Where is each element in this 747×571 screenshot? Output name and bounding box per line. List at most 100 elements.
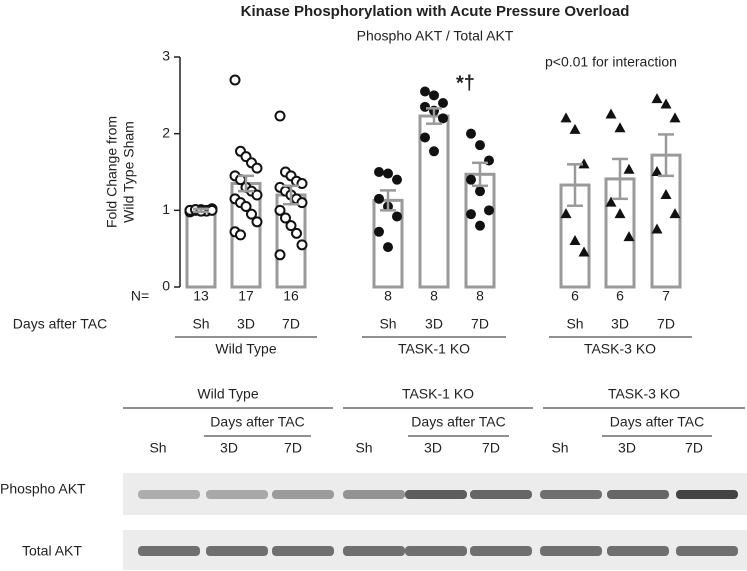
blot-lane-label: 3D [618, 440, 636, 456]
data-point [296, 239, 308, 251]
x-tick-label: 7D [471, 316, 489, 332]
band [470, 546, 532, 556]
blot-lane-label: 7D [685, 440, 703, 456]
data-point [383, 242, 393, 253]
y-axis-label: Fold Change from [104, 116, 120, 228]
group-label: TASK-1 KO [398, 341, 470, 357]
data-point [651, 166, 663, 176]
error-bar [472, 161, 488, 188]
band [206, 546, 268, 556]
data-point [251, 162, 263, 174]
band [540, 546, 602, 556]
x-tick-label: 7D [657, 316, 675, 332]
blot-group-label: TASK-3 KO [608, 386, 680, 402]
bar [650, 153, 682, 289]
blot-subheader: Days after TAC [411, 414, 505, 430]
data-point [296, 197, 308, 209]
band [272, 546, 334, 556]
data-point [569, 235, 581, 245]
data-point [285, 220, 297, 232]
data-point [660, 189, 672, 199]
band [607, 546, 669, 556]
blot-group-label: Wild Type [197, 386, 258, 402]
data-point [229, 74, 241, 86]
data-point [235, 229, 246, 241]
error-bar [567, 163, 583, 207]
band [607, 490, 669, 499]
blot-lane-label: Sh [149, 440, 166, 456]
data-point [560, 112, 572, 123]
data-point [274, 249, 286, 261]
band [343, 546, 405, 556]
y-tick-label: 0 [162, 278, 170, 294]
data-point [466, 174, 476, 185]
data-point [605, 108, 617, 119]
data-point [429, 90, 439, 101]
data-point [296, 178, 308, 189]
data-point [560, 208, 572, 219]
band [405, 490, 467, 499]
blot-row-label: Total AKT [22, 543, 82, 559]
data-point [569, 123, 581, 134]
band [540, 490, 602, 499]
band [343, 490, 405, 499]
data-point [291, 227, 302, 239]
blot-lane-label: Sh [551, 440, 568, 456]
band [405, 546, 467, 556]
data-point [392, 211, 402, 222]
bar [185, 208, 217, 289]
band [138, 546, 200, 556]
blot-lane-label: 7D [284, 440, 302, 456]
data-point [420, 132, 430, 143]
data-point [240, 201, 252, 212]
data-point [438, 98, 448, 108]
data-point [475, 186, 485, 197]
n-value: 13 [193, 288, 209, 304]
n-label: N= [131, 288, 149, 304]
data-point [420, 101, 430, 112]
chart-subtitle: Phospho AKT / Total AKT [357, 28, 514, 44]
blot-bands [138, 490, 738, 556]
blot-subheader: Days after TAC [210, 414, 304, 430]
x-tick-label: 3D [425, 316, 443, 332]
data-point [614, 122, 626, 133]
band [470, 490, 532, 499]
x-tick-label: 3D [611, 316, 629, 332]
data-point [466, 209, 476, 220]
n-value: 8 [476, 288, 484, 304]
data-point [651, 223, 663, 234]
data-point [605, 196, 617, 207]
data-point [475, 220, 485, 231]
x-tick-label: Sh [379, 316, 396, 332]
n-value: 16 [283, 288, 299, 304]
data-point [383, 168, 393, 179]
x-tick-label: Sh [566, 316, 583, 332]
band [206, 490, 268, 499]
blot-lane-label: 7D [482, 440, 500, 456]
n-value: 6 [571, 288, 579, 304]
data-point [274, 110, 286, 122]
n-value: 6 [616, 288, 624, 304]
error-bar [380, 189, 396, 212]
blot-group-label: TASK-1 KO [402, 386, 474, 402]
y-tick-label: 2 [162, 124, 170, 140]
blot-row-label: Phospho AKT [0, 481, 86, 497]
data-point [392, 174, 402, 185]
y-axis-label: Wild Type Sham [121, 121, 137, 223]
data-point [669, 208, 681, 219]
data-point [280, 212, 291, 224]
data-point [420, 86, 430, 97]
x-axis-label: Days after TAC [13, 316, 107, 332]
chart-title: Kinase Phosphorylation with Acute Pressu… [241, 3, 630, 20]
significance: *† [456, 72, 475, 94]
x-tick-label: Sh [192, 316, 209, 332]
data-point [251, 189, 263, 201]
group-label: TASK-3 KO [584, 341, 656, 357]
y-tick-label: 3 [162, 48, 170, 64]
data-point [374, 193, 384, 204]
data-point [578, 158, 590, 169]
x-tick-label: 3D [237, 316, 255, 332]
data-point [623, 163, 635, 174]
n-value: 7 [662, 288, 670, 304]
